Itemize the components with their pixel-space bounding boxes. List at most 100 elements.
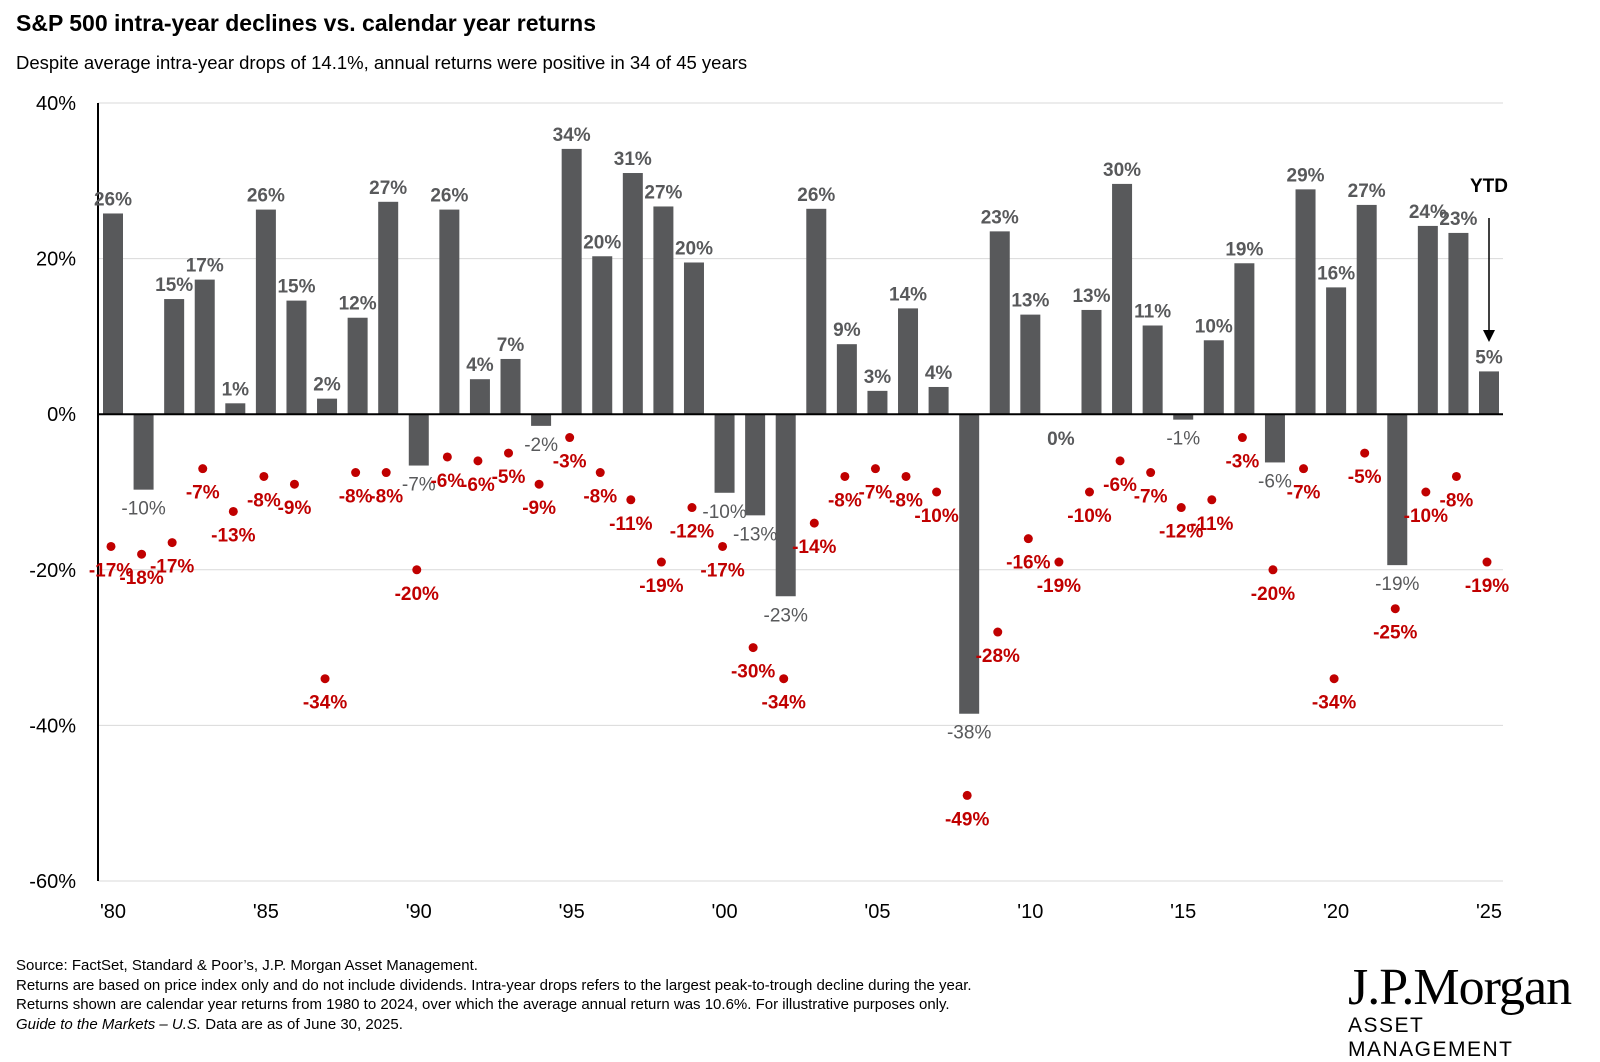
return-bar xyxy=(225,403,246,415)
return-bar xyxy=(194,279,215,415)
drop-marker xyxy=(595,468,605,478)
drop-label: -10% xyxy=(1067,506,1111,527)
return-bar xyxy=(133,414,154,490)
return-bar xyxy=(317,398,338,415)
drop-marker xyxy=(748,643,758,653)
return-label: -38% xyxy=(947,723,991,744)
footnote-period: Returns shown are calendar year returns … xyxy=(16,996,950,1013)
drop-label: -7% xyxy=(186,483,220,504)
return-label: 29% xyxy=(1287,165,1325,186)
return-bar xyxy=(103,213,123,415)
return-bar xyxy=(745,414,766,516)
drop-label: -28% xyxy=(976,646,1020,667)
drop-marker xyxy=(473,456,483,466)
drop-marker xyxy=(687,503,697,513)
return-label: -6% xyxy=(1258,471,1292,492)
ytd-arrow-head xyxy=(1483,330,1495,342)
drop-label: -6% xyxy=(430,471,464,492)
return-label: 14% xyxy=(889,284,927,305)
return-bar xyxy=(1203,340,1224,415)
return-label: -13% xyxy=(733,524,777,545)
return-bar xyxy=(653,206,674,415)
return-bar xyxy=(500,358,521,415)
return-label: 7% xyxy=(497,335,525,356)
x-tick-label: '80 xyxy=(100,901,126,923)
drop-label: -11% xyxy=(1190,514,1233,535)
drop-label: -12% xyxy=(670,522,714,543)
drop-marker xyxy=(1360,448,1370,458)
drop-marker xyxy=(1146,468,1156,478)
drop-label: -14% xyxy=(792,537,836,558)
logo-wordmark: J.P.Morgan xyxy=(1348,959,1572,1016)
return-bar xyxy=(714,414,735,493)
x-tick-label: '85 xyxy=(253,901,279,923)
drop-marker xyxy=(993,627,1003,637)
drop-label: -17% xyxy=(700,560,744,581)
return-bar xyxy=(378,201,399,415)
y-tick-label: -20% xyxy=(29,560,76,582)
footnote-date: Data are as of June 30, 2025. xyxy=(201,1015,403,1033)
drop-label: -6% xyxy=(461,475,495,496)
return-label: 5% xyxy=(1475,347,1503,368)
chart-title: S&P 500 intra-year declines vs. calendar… xyxy=(16,10,596,36)
return-label: 0% xyxy=(1047,429,1075,450)
drop-marker xyxy=(626,495,636,505)
return-bar xyxy=(683,262,704,415)
return-bar xyxy=(806,208,827,415)
drop-marker xyxy=(1268,565,1278,575)
drop-label: -16% xyxy=(1006,553,1050,574)
footnote-asof: Guide to the Markets – U.S. Data are as … xyxy=(16,1015,1336,1035)
drop-label: -8% xyxy=(339,487,373,508)
return-label: 16% xyxy=(1317,263,1355,284)
return-label: 31% xyxy=(614,149,652,170)
return-bar xyxy=(1417,225,1438,415)
return-label: 30% xyxy=(1103,160,1141,181)
return-bar xyxy=(1448,232,1469,415)
return-label: -2% xyxy=(524,435,558,456)
footnotes: Source: FactSet, Standard & Poor’s, J.P.… xyxy=(16,956,1336,1034)
y-tick-label: -60% xyxy=(29,871,76,893)
chart-subtitle: Despite average intra-year drops of 14.1… xyxy=(16,52,748,73)
drop-marker xyxy=(381,468,391,478)
return-label: 19% xyxy=(1225,239,1263,260)
jpmorgan-logo: J.P.Morgan ASSET MANAGEMENT xyxy=(1348,960,1588,1062)
drop-label: -8% xyxy=(1440,490,1474,511)
drop-label: -34% xyxy=(762,693,806,714)
drop-marker xyxy=(259,471,269,481)
return-bar xyxy=(469,379,490,415)
drop-label: -34% xyxy=(303,693,347,714)
y-tick-label: 20% xyxy=(36,249,76,271)
return-bar xyxy=(408,414,429,466)
drop-marker xyxy=(656,557,666,567)
drop-label: -8% xyxy=(369,487,403,508)
return-label: 15% xyxy=(155,275,193,296)
return-label: 2% xyxy=(313,375,341,396)
drop-marker xyxy=(289,479,299,489)
drop-marker xyxy=(901,471,911,481)
return-label: 23% xyxy=(1439,209,1477,230)
return-label: 9% xyxy=(833,320,861,341)
annual-return-bars xyxy=(103,148,1499,714)
return-label: 4% xyxy=(925,363,953,384)
drop-label: -8% xyxy=(583,487,617,508)
return-bar xyxy=(1295,189,1316,415)
drop-marker xyxy=(779,674,789,684)
y-tick-label: 40% xyxy=(36,93,76,115)
x-tick-label: '20 xyxy=(1323,901,1349,923)
bar-chart: 40% 20% 0% -20% -40% -60% '80 '85 '90 '95 '00 '05 '1… xyxy=(29,93,1509,923)
x-tick-label: '95 xyxy=(559,901,585,923)
drop-label: -30% xyxy=(731,662,775,683)
drop-label: -19% xyxy=(639,576,683,597)
return-label: 11% xyxy=(1134,302,1171,323)
x-tick-label: '25 xyxy=(1476,901,1502,923)
drop-label: -7% xyxy=(859,483,893,504)
return-label: 12% xyxy=(339,294,377,315)
footnote-returns-basis: Returns are based on price index only an… xyxy=(16,976,972,994)
gridlines xyxy=(98,102,1503,882)
return-bar xyxy=(836,344,857,415)
drop-marker xyxy=(1207,495,1217,505)
footnote-source: Source: FactSet, Standard & Poor’s, J.P.… xyxy=(16,957,478,974)
return-label: -7% xyxy=(402,475,436,496)
return-label: 26% xyxy=(430,186,468,207)
return-bar xyxy=(1142,325,1163,415)
